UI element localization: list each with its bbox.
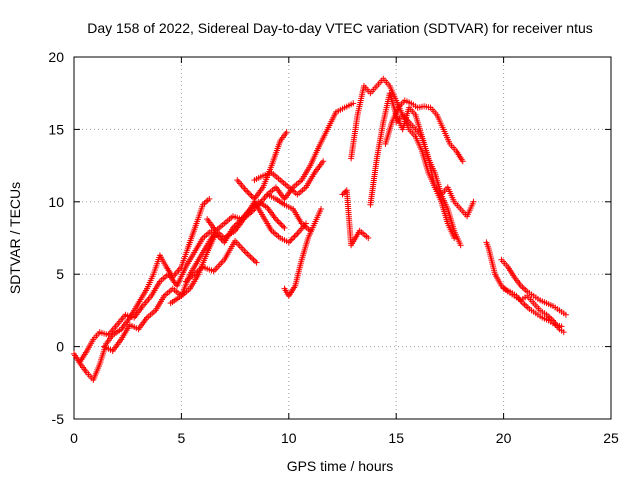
data-point <box>318 206 325 213</box>
data-point <box>272 216 279 223</box>
series-track-4 <box>167 191 314 307</box>
data-point <box>275 219 282 226</box>
y-tick-label: 0 <box>56 339 64 355</box>
y-axis-label: SDTVAR / TECUs <box>7 182 23 294</box>
data-point <box>244 188 251 195</box>
y-tick-label: 5 <box>56 266 64 282</box>
data-point <box>277 220 284 227</box>
series-track-11 <box>339 187 372 249</box>
series-track-2 <box>77 227 215 365</box>
data-point <box>287 237 294 244</box>
x-tick-label: 20 <box>496 430 512 446</box>
data-point <box>459 158 466 165</box>
x-tick-label: 10 <box>281 430 297 446</box>
series-track-9 <box>251 158 327 198</box>
data-point <box>558 323 565 330</box>
data-point <box>285 239 292 246</box>
data-point <box>274 217 281 224</box>
data-point <box>281 224 288 231</box>
series-track-14 <box>382 97 466 165</box>
data-point <box>320 158 327 165</box>
data-point <box>247 253 254 260</box>
data-point <box>280 223 287 230</box>
data-point <box>290 235 297 241</box>
y-tick-label: 20 <box>48 49 64 65</box>
y-tick-label: -5 <box>52 411 65 427</box>
data-point <box>451 235 458 241</box>
series-track-10 <box>281 206 325 299</box>
y-tick-label: 10 <box>48 194 64 210</box>
data-point <box>350 100 357 107</box>
data-point <box>245 190 252 197</box>
series-track-5 <box>182 237 260 285</box>
data-point <box>253 259 260 266</box>
grid-lines <box>74 57 611 419</box>
data-point <box>283 129 290 136</box>
data-point <box>457 242 464 249</box>
data-point <box>252 258 259 265</box>
axes: 0 5 10 15 20 25 -5 0 5 10 15 20 <box>48 49 619 446</box>
data-point <box>206 195 213 202</box>
x-tick-label: 0 <box>70 430 78 446</box>
data-point <box>245 252 252 259</box>
y-tick-label: 15 <box>48 121 64 137</box>
series-track-17 <box>498 256 569 318</box>
x-tick-label: 25 <box>603 430 619 446</box>
data-point <box>365 235 372 241</box>
series-track-13 <box>367 90 458 241</box>
series-track-6 <box>204 198 309 246</box>
data-point <box>291 233 298 240</box>
data-point <box>560 329 567 336</box>
data-point <box>470 198 477 205</box>
x-tick-label: 5 <box>178 430 186 446</box>
series-track-18 <box>500 285 565 330</box>
data-point <box>302 220 309 227</box>
data-point <box>288 236 295 243</box>
plot-frame <box>73 56 612 420</box>
data-point <box>247 191 254 198</box>
data-point <box>250 256 257 263</box>
series-track-8 <box>264 100 357 202</box>
data-point <box>218 236 225 243</box>
data-point <box>340 190 347 197</box>
data-point <box>248 193 255 200</box>
data-point <box>292 232 299 239</box>
x-axis-label: GPS time / hours <box>287 458 394 474</box>
data-point <box>248 255 255 262</box>
data-point <box>242 187 249 194</box>
data-point <box>244 250 251 257</box>
data-point <box>562 311 569 318</box>
data-points <box>71 75 569 383</box>
data-point <box>278 221 285 228</box>
series-track-15 <box>393 111 477 220</box>
x-tick-label: 15 <box>388 430 404 446</box>
chart-title: Day 158 of 2022, Sidereal Day-to-day VTE… <box>87 20 593 36</box>
series-track-1 <box>71 195 213 383</box>
